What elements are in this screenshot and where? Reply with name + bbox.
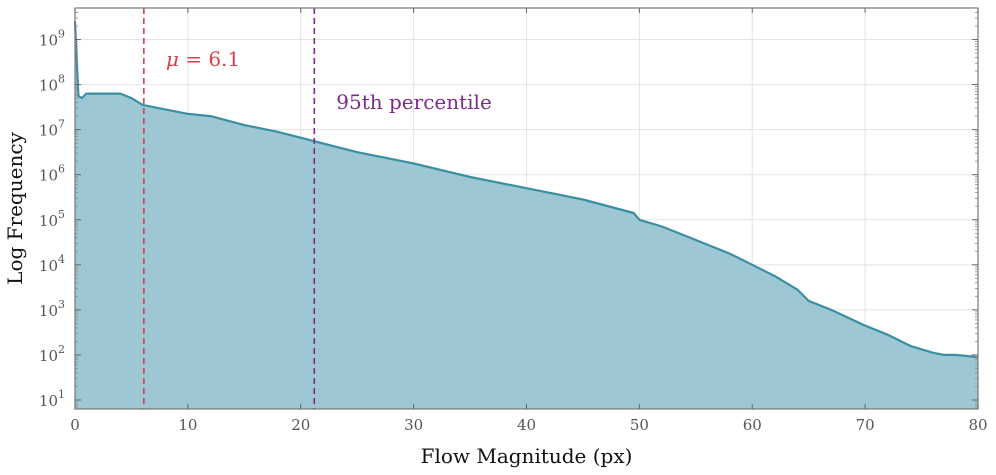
histogram-line [73,21,979,359]
x-tick-label: 80 [968,416,987,434]
mean-label: μ = 6.1 [166,47,240,71]
y-tick-label: 101 [39,388,65,410]
y-tick-label: 103 [39,298,65,320]
y-tick-label: 102 [39,343,65,365]
y-tick-label: 108 [39,73,65,95]
y-tick-label: 104 [39,253,65,275]
y-tick-label: 105 [39,208,65,230]
x-tick-label: 0 [70,416,80,434]
reference-lines [143,8,316,409]
y-axis-title: Log Frequency [3,131,27,284]
percentile-label: 95th percentile [336,90,492,114]
x-tick-label: 60 [743,416,762,434]
x-tick-label: 30 [404,416,423,434]
x-tick-label: 10 [178,416,197,434]
x-tick-label: 70 [856,416,875,434]
x-tick-label: 20 [291,416,310,434]
x-axis-title: Flow Magnitude (px) [421,444,633,468]
y-tick-label: 107 [39,118,65,140]
y-tick-label: 106 [39,163,65,185]
x-tick-label: 50 [630,416,649,434]
ticks: 0 10 20 30 40 50 60 70 80 101 102 103 104 105 106 107 10… [39,7,988,434]
x-tick-label: 40 [517,416,536,434]
y-tick-label: 109 [39,28,65,50]
histogram-area [75,21,978,409]
